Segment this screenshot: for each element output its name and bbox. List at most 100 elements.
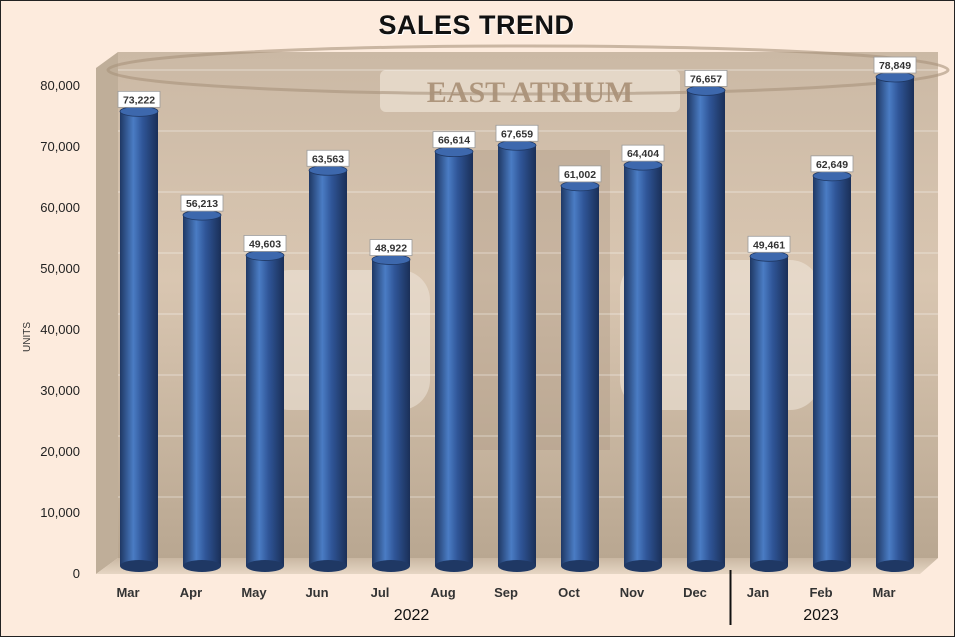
bar-top: [623, 159, 663, 171]
x-tick-label: Sep: [494, 585, 518, 600]
bar: [686, 84, 726, 572]
bar-top: [182, 209, 222, 221]
data-label: 76,657: [684, 69, 728, 87]
bar-top: [119, 105, 159, 117]
chart-title: SALES TREND: [378, 10, 575, 40]
y-tick-label: 30,000: [40, 383, 80, 398]
data-label-box: [117, 90, 161, 108]
bar-top: [434, 146, 474, 158]
data-label-box: [873, 56, 917, 74]
bar-top: [560, 180, 600, 192]
bar-body: [624, 165, 662, 566]
x-tick-label: Jan: [747, 585, 769, 600]
x-tick-label: Jul: [371, 585, 390, 600]
data-label-text: 64,404: [627, 148, 659, 160]
bar-base: [183, 560, 221, 572]
data-label-box: [495, 124, 539, 142]
data-label: 61,002: [558, 165, 602, 183]
year-group-label: 2023: [803, 607, 839, 624]
x-tick-label: Mar: [116, 585, 139, 600]
data-label: 49,461: [747, 235, 791, 253]
data-label: 56,213: [180, 194, 224, 212]
bar-body: [246, 255, 284, 567]
data-label-text: 49,603: [249, 238, 281, 250]
bar-body: [435, 151, 473, 566]
bar-base: [750, 560, 788, 572]
atrium-sign-band: [380, 70, 680, 112]
data-label-text: 49,461: [753, 239, 785, 251]
x-tick-label: Apr: [180, 585, 202, 600]
bar-top: [245, 250, 285, 261]
y-tick-label: 70,000: [40, 139, 80, 154]
data-label-box: [684, 69, 728, 87]
x-axis-groups: 2022 2023: [394, 570, 839, 625]
bar-base: [687, 560, 725, 572]
bar-base: [876, 560, 914, 572]
data-label: 64,404: [621, 144, 665, 162]
y-tick-label: 20,000: [40, 444, 80, 459]
bar-body: [372, 259, 410, 566]
data-label-text: 78,849: [879, 60, 911, 72]
data-label: 48,922: [369, 239, 413, 256]
bar-body: [750, 256, 788, 566]
x-tick-label: Aug: [430, 585, 455, 600]
bar-base: [813, 560, 851, 572]
bars: [119, 71, 915, 572]
x-tick-label: Dec: [683, 585, 707, 600]
bar-top: [749, 250, 789, 262]
bar-top: [875, 71, 915, 83]
x-tick-label: Jun: [305, 585, 328, 600]
bar-top: [371, 254, 411, 265]
bar: [119, 105, 159, 572]
data-label-box: [369, 239, 413, 256]
y-tick-label: 50,000: [40, 261, 80, 276]
bar-top: [497, 139, 537, 151]
year-group-label: 2022: [394, 607, 430, 624]
data-label-text: 56,213: [186, 198, 218, 210]
bar: [371, 254, 411, 572]
bar: [560, 180, 600, 572]
bar-base: [246, 560, 284, 572]
bar-top: [812, 170, 852, 182]
bar-top: [686, 84, 726, 96]
x-tick-label: Feb: [809, 585, 832, 600]
bar: [623, 159, 663, 572]
y-axis-ticks: 0 10,000 20,000 30,000 40,000 50,000 60,000 70,…: [40, 78, 80, 581]
bar-body: [561, 185, 599, 566]
bar-base: [498, 560, 536, 572]
bar-base: [372, 560, 410, 572]
y-tick-label: 60,000: [40, 200, 80, 215]
bar: [812, 170, 852, 572]
bar-base: [624, 560, 662, 572]
data-label-text: 62,649: [816, 159, 848, 171]
y-tick-label: 80,000: [40, 78, 80, 93]
bar-body: [183, 215, 221, 566]
bar-top: [308, 164, 348, 176]
data-label-text: 48,922: [375, 243, 407, 255]
bar: [434, 146, 474, 572]
data-label-text: 76,657: [690, 73, 722, 85]
data-label: 49,603: [243, 235, 287, 252]
data-label-box: [243, 235, 287, 252]
x-tick-label: Oct: [558, 585, 580, 600]
bar-base: [435, 560, 473, 572]
data-label: 63,563: [306, 149, 350, 167]
data-label-text: 63,563: [312, 153, 344, 165]
bar: [875, 71, 915, 572]
data-labels: 73,222 56,213 49,603 63,563 48,922 66,614 67,6…: [117, 56, 917, 256]
data-label-box: [810, 155, 854, 173]
bar-base: [309, 560, 347, 572]
y-axis-label: UNITS: [22, 322, 33, 352]
data-label-box: [558, 165, 602, 183]
bar-body: [498, 145, 536, 567]
bar-body: [309, 170, 347, 567]
bar: [497, 139, 537, 572]
data-label-box: [432, 131, 476, 149]
data-label-text: 67,659: [501, 128, 533, 140]
bar-base: [120, 560, 158, 572]
bar-body: [687, 90, 725, 566]
x-tick-label: Mar: [872, 585, 895, 600]
side-wall: [96, 52, 118, 574]
data-label: 67,659: [495, 124, 539, 142]
